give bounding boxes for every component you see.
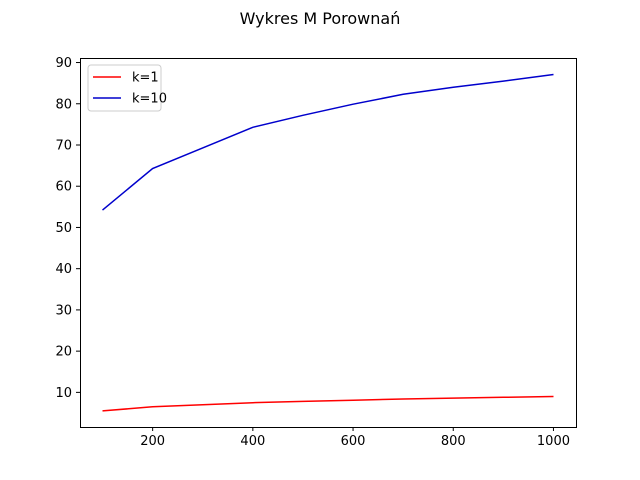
x-tick-label: 800 (441, 434, 466, 449)
legend-label-1: k=1 (132, 71, 159, 86)
y-tick-label: 80 (55, 97, 72, 112)
x-tick-label: 1000 (537, 434, 570, 449)
x-tick-label: 400 (240, 434, 265, 449)
y-tick-label: 90 (55, 56, 72, 71)
y-tick-label: 40 (55, 262, 72, 277)
plot-lines (102, 73, 554, 412)
y-tick-label: 60 (55, 180, 72, 195)
y-tick-label: 70 (55, 138, 72, 153)
y-tick-label: 50 (55, 221, 72, 236)
legend: k=1 k=10 (87, 64, 167, 112)
series-line-2 (102, 73, 554, 211)
y-tick-label: 10 (55, 386, 72, 401)
x-tick-label: 600 (341, 434, 366, 449)
x-axis: 200 400 600 800 1000 (140, 427, 570, 449)
series-line-1 (102, 395, 554, 412)
y-axis: 10 20 30 40 50 60 70 80 90 (55, 56, 80, 401)
y-tick-label: 30 (55, 303, 72, 318)
legend-label-2: k=10 (132, 92, 167, 107)
plot-frame (80, 58, 577, 428)
chart-title: Wykres M Porownań (240, 9, 401, 28)
y-tick-label: 20 (55, 345, 72, 360)
x-tick-label: 200 (140, 434, 165, 449)
